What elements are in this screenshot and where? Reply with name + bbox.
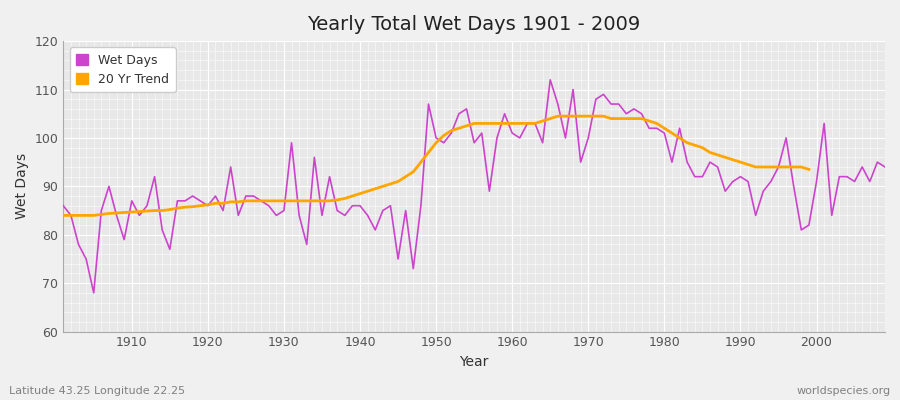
20 Yr Trend	[286, 198, 297, 203]
20 Yr Trend	[553, 114, 563, 118]
20 Yr Trend	[454, 126, 464, 131]
20 Yr Trend	[652, 121, 662, 126]
Wet Days	[613, 102, 624, 106]
Wet Days	[544, 78, 555, 82]
X-axis label: Year: Year	[460, 355, 489, 369]
Y-axis label: Wet Days: Wet Days	[15, 153, 29, 220]
Wet Days	[507, 131, 517, 136]
Wet Days	[58, 203, 68, 208]
Wet Days	[126, 198, 137, 203]
20 Yr Trend	[256, 198, 266, 203]
Line: 20 Yr Trend: 20 Yr Trend	[63, 116, 809, 215]
Legend: Wet Days, 20 Yr Trend: Wet Days, 20 Yr Trend	[69, 47, 176, 92]
Wet Days	[339, 213, 350, 218]
Wet Days	[88, 290, 99, 295]
20 Yr Trend	[804, 167, 814, 172]
Wet Days	[293, 213, 304, 218]
20 Yr Trend	[58, 213, 68, 218]
Text: worldspecies.org: worldspecies.org	[796, 386, 891, 396]
Wet Days	[515, 136, 526, 140]
Title: Yearly Total Wet Days 1901 - 2009: Yearly Total Wet Days 1901 - 2009	[308, 15, 641, 34]
20 Yr Trend	[233, 200, 244, 204]
20 Yr Trend	[431, 140, 442, 145]
Line: Wet Days: Wet Days	[63, 80, 885, 293]
Wet Days	[879, 164, 890, 169]
Text: Latitude 43.25 Longitude 22.25: Latitude 43.25 Longitude 22.25	[9, 386, 185, 396]
